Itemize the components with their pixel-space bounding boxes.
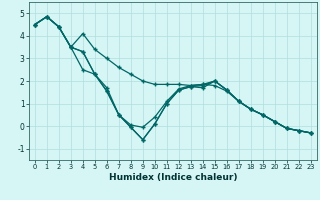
X-axis label: Humidex (Indice chaleur): Humidex (Indice chaleur): [108, 173, 237, 182]
